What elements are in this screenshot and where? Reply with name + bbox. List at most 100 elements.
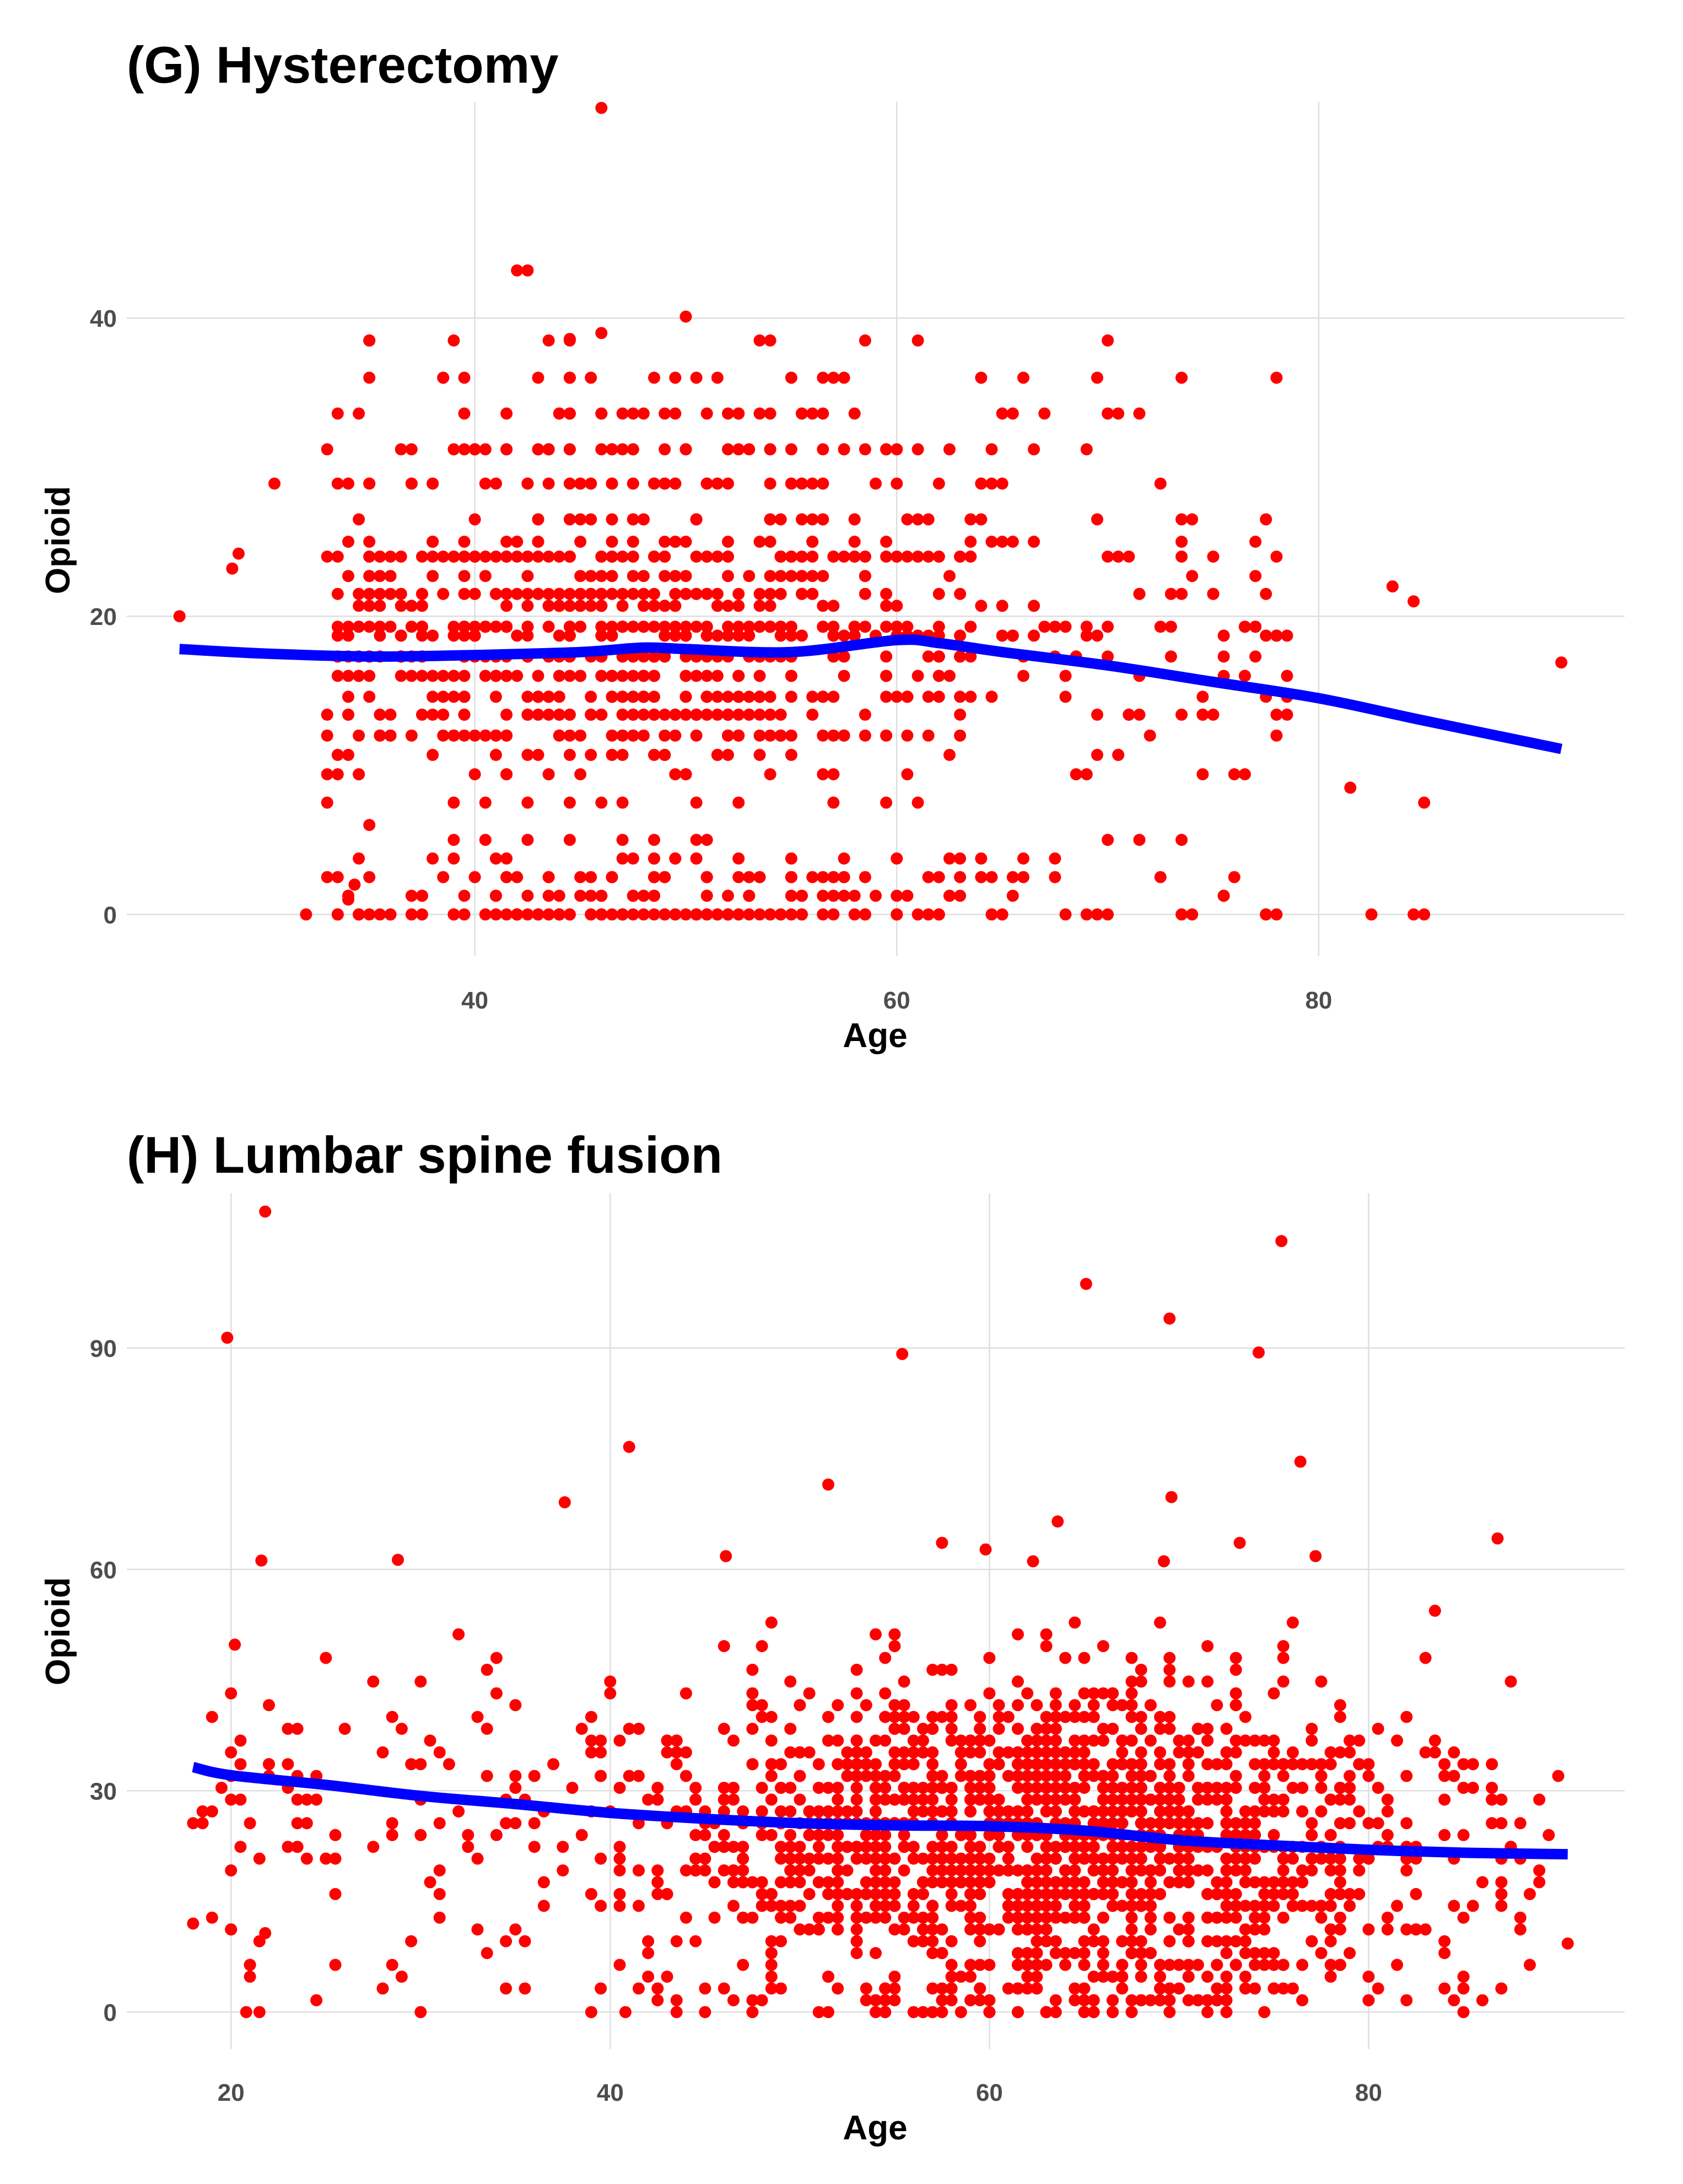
data-point xyxy=(1125,1900,1138,1912)
data-point xyxy=(521,264,534,277)
data-point xyxy=(416,587,428,600)
data-point xyxy=(1182,1935,1195,1948)
data-point xyxy=(659,871,671,883)
data-point xyxy=(1286,1758,1299,1771)
data-point xyxy=(911,513,924,526)
data-point xyxy=(936,1876,948,1889)
data-point xyxy=(907,1711,920,1723)
data-point xyxy=(832,1852,844,1865)
data-point xyxy=(1078,1770,1091,1782)
data-point xyxy=(838,629,850,642)
data-point xyxy=(1211,1758,1223,1771)
data-point xyxy=(679,670,692,682)
x-tick-labels-hysterectomy: 40 60 80 xyxy=(461,987,1332,1014)
data-point xyxy=(500,908,513,921)
data-point xyxy=(374,570,386,583)
data-point xyxy=(1201,1817,1214,1830)
data-point xyxy=(732,852,745,865)
data-point xyxy=(1163,1982,1176,1995)
data-point xyxy=(711,691,724,703)
data-point xyxy=(879,1982,892,1995)
data-point xyxy=(669,621,682,633)
data-point xyxy=(764,729,776,742)
data-point xyxy=(880,536,893,548)
data-point xyxy=(196,1805,209,1818)
data-point xyxy=(817,768,829,780)
data-point xyxy=(637,670,650,682)
data-point xyxy=(1021,1758,1034,1771)
data-point xyxy=(395,587,407,600)
data-point xyxy=(979,1543,992,1556)
data-point xyxy=(489,587,502,600)
data-point xyxy=(727,1793,740,1806)
data-point xyxy=(1175,371,1188,384)
data-point xyxy=(898,1746,910,1759)
data-point xyxy=(1277,1758,1290,1771)
data-point xyxy=(848,889,861,902)
data-point xyxy=(374,600,386,612)
data-point xyxy=(1144,1699,1157,1712)
data-point xyxy=(1164,587,1177,600)
data-point xyxy=(1021,1959,1034,1971)
data-point xyxy=(1154,1852,1167,1865)
data-point xyxy=(926,1711,939,1723)
data-point xyxy=(1186,513,1199,526)
data-point xyxy=(321,768,333,780)
data-point xyxy=(812,1923,825,1936)
data-point xyxy=(1069,1841,1081,1853)
data-point xyxy=(1135,1663,1147,1676)
data-point xyxy=(700,908,713,921)
data-point xyxy=(1116,1817,1129,1830)
data-point xyxy=(1021,1876,1034,1889)
data-point xyxy=(1362,1994,1375,2007)
data-point xyxy=(1087,1734,1100,1747)
data-point xyxy=(374,708,386,721)
data-point xyxy=(1211,1911,1223,1924)
data-point xyxy=(1324,1852,1337,1865)
data-point xyxy=(1267,1959,1280,1971)
data-point xyxy=(1324,1900,1337,1912)
data-point xyxy=(331,871,344,883)
data-point xyxy=(1286,1782,1299,1794)
data-point xyxy=(1059,691,1072,703)
data-point xyxy=(376,1746,389,1759)
data-point xyxy=(841,1841,854,1853)
data-point xyxy=(737,1805,749,1818)
data-point xyxy=(926,1864,939,1876)
data-point xyxy=(690,587,703,600)
data-point xyxy=(718,1829,730,1841)
data-point xyxy=(585,371,597,384)
data-point xyxy=(917,1923,929,1936)
data-point xyxy=(1182,1734,1195,1747)
data-point xyxy=(911,908,924,921)
data-point xyxy=(880,796,893,809)
data-point xyxy=(1097,1888,1109,1900)
data-point xyxy=(1504,1675,1517,1688)
data-point xyxy=(637,570,650,583)
data-point xyxy=(765,1770,778,1782)
data-point xyxy=(1163,1312,1176,1325)
data-point xyxy=(1069,1746,1081,1759)
data-point xyxy=(1220,1911,1233,1924)
data-point xyxy=(722,748,734,761)
data-point xyxy=(1012,1982,1024,1995)
data-point xyxy=(1533,1876,1546,1889)
data-point xyxy=(926,1723,939,1735)
data-point xyxy=(500,443,513,456)
data-point xyxy=(753,334,766,347)
data-point xyxy=(574,621,587,633)
data-point xyxy=(992,1699,1005,1712)
data-point xyxy=(405,1935,418,1948)
chart-title-lumbar-spine-fusion: (H) Lumbar spine fusion xyxy=(127,1126,722,1184)
data-point xyxy=(321,796,333,809)
data-point xyxy=(743,691,756,703)
data-point xyxy=(642,1935,655,1948)
data-point xyxy=(880,650,893,663)
data-point xyxy=(785,629,797,642)
data-point xyxy=(1495,1888,1508,1900)
data-point xyxy=(1400,1864,1413,1876)
data-point xyxy=(395,443,407,456)
data-point xyxy=(722,729,734,742)
data-point xyxy=(1031,1734,1043,1747)
data-point xyxy=(983,2006,996,2019)
